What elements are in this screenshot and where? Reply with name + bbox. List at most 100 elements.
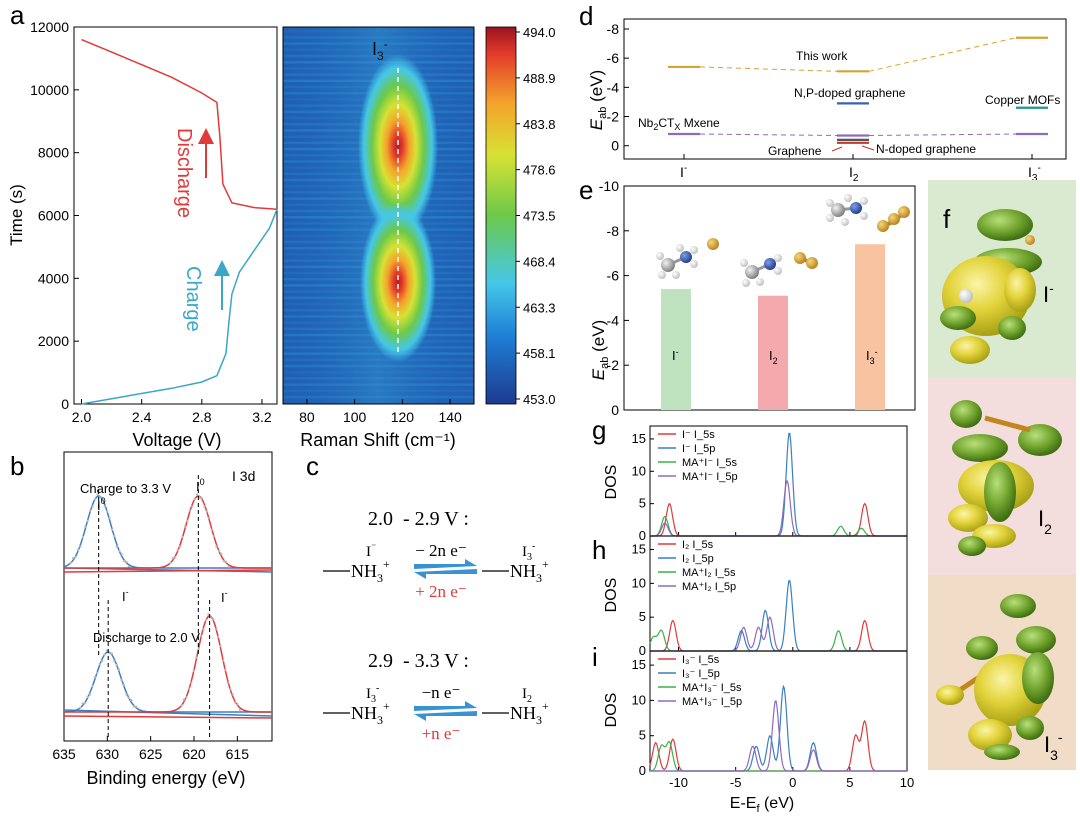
a-xtick-label: 3.2 bbox=[252, 409, 272, 425]
a-xtick-label: 2.0 bbox=[72, 409, 92, 425]
panel-h-plot: 0 5 10 15 I₂ I_5s I₂ I_5p MA⁺I₂ I_5s MA⁺I₂ I_5p bbox=[632, 535, 908, 658]
b-noise bbox=[233, 701, 237, 704]
b-noise bbox=[113, 534, 116, 538]
b-noise bbox=[98, 496, 102, 499]
b-noise bbox=[212, 534, 216, 538]
e-bar-2 bbox=[855, 244, 885, 410]
d-label-this-work: This work bbox=[796, 49, 848, 63]
dos-xtick-label: -5 bbox=[730, 775, 742, 790]
b-noise bbox=[208, 516, 211, 520]
r2-backward-arrow bbox=[414, 711, 477, 721]
b-noise bbox=[84, 525, 87, 528]
r2-right-anion: I2 bbox=[522, 686, 532, 705]
panel-d-ylabel: Eab (eV) bbox=[587, 70, 609, 130]
molecule-ma-i3 bbox=[826, 194, 910, 232]
b-noise bbox=[98, 662, 101, 666]
panel-label-g: g bbox=[592, 415, 606, 445]
b-noise bbox=[120, 553, 123, 556]
b-noise bbox=[125, 693, 128, 696]
b-noise bbox=[110, 528, 114, 531]
heat-streak bbox=[283, 383, 474, 386]
panel-b-frame bbox=[63, 451, 273, 742]
b-noise bbox=[93, 676, 97, 679]
b-noise bbox=[134, 705, 138, 708]
heatmap-axes: 80 100 120 140 bbox=[299, 399, 462, 425]
a-ytick-label: 6000 bbox=[38, 208, 69, 224]
heat-streak bbox=[283, 371, 474, 374]
colorbar-ticks: 494.0 488.9 483.8 478.6 473.5 468.4 463.3 458.1… bbox=[516, 25, 556, 407]
b-noise bbox=[76, 548, 80, 552]
r1-top-electrons: − 2n e⁻ bbox=[415, 541, 467, 560]
a-series-1 bbox=[81, 38, 278, 210]
d-connector-3 bbox=[699, 133, 838, 136]
panel-e-bars: I- I2 I3- bbox=[661, 244, 885, 410]
b-noise bbox=[202, 628, 205, 631]
orbital-iminus bbox=[940, 209, 1042, 364]
molecule-ma-i2 bbox=[740, 252, 818, 287]
cb-tick-label: 458.1 bbox=[523, 346, 556, 361]
panel-f: f I- I2 bbox=[928, 180, 1076, 770]
peak-label-iminus-right: I- bbox=[221, 588, 228, 605]
b-peak-0 bbox=[63, 495, 272, 569]
panel-i-xlabel: E-Ef (eV) bbox=[730, 795, 794, 815]
r1-right-anion: I3- bbox=[522, 541, 535, 563]
b-baseline-bot-blue bbox=[63, 709, 273, 717]
dos-ytick-label: 10 bbox=[632, 575, 646, 590]
annotation-charge-to: Charge to 3.3 V bbox=[80, 481, 171, 496]
dos-xtick-label: 10 bbox=[900, 775, 914, 790]
b-noise bbox=[210, 528, 213, 531]
b-noise bbox=[122, 684, 126, 687]
dos-xtick-label: 0 bbox=[789, 775, 796, 790]
b-noise bbox=[205, 510, 208, 513]
dos-ytick-label: 0 bbox=[639, 528, 646, 543]
panel-e-ylabel: Eab (eV) bbox=[589, 320, 611, 380]
dos-legend-label: I₂ I_5p bbox=[682, 553, 714, 565]
a-xtick-label: 2.4 bbox=[132, 409, 152, 425]
cb-tick-label: 494.0 bbox=[523, 25, 556, 40]
b-noise bbox=[220, 553, 223, 556]
b-noise bbox=[117, 668, 121, 672]
range-2-label: 2.9 - 3.3 V : bbox=[368, 650, 469, 672]
d-xtick-label: I- bbox=[680, 163, 687, 180]
a-ytick-label: 2000 bbox=[38, 333, 69, 349]
dos-legend-label: I⁻ I_5p bbox=[682, 443, 715, 455]
b-noise bbox=[115, 545, 119, 548]
panel-a-left-axes: 2.0 2.4 2.8 3.2 0 2000 4000 6000 8000 10000 12000 bbox=[30, 19, 272, 425]
b-noise bbox=[101, 497, 104, 500]
d-connector-3 bbox=[868, 133, 1017, 136]
d-label-np-graphene: N,P-doped graphene bbox=[794, 86, 906, 100]
r1-backward-arrow bbox=[414, 569, 477, 579]
dos-series-0 bbox=[650, 502, 907, 537]
b-noise bbox=[197, 647, 200, 651]
b-noise bbox=[100, 659, 104, 663]
b-noise bbox=[238, 708, 242, 711]
panel-e: e -10 -8 -6 -4 -2 0 I- I2 I3- Eab (eV) bbox=[579, 175, 916, 418]
a-ytick-label: 0 bbox=[61, 396, 69, 412]
d-connector-0 bbox=[699, 66, 838, 72]
b-noise bbox=[91, 505, 94, 508]
heat-streak bbox=[283, 389, 474, 393]
dos-series-0 bbox=[650, 619, 907, 652]
r2-forward-arrow bbox=[414, 701, 477, 711]
heat-xtick-label: 140 bbox=[438, 409, 462, 425]
b-noise bbox=[118, 549, 121, 553]
e-ytick-label: -4 bbox=[607, 312, 620, 328]
heat-streak bbox=[283, 395, 474, 399]
b-noise bbox=[79, 706, 82, 709]
heatmap-spot-upper bbox=[358, 54, 438, 238]
b-noise bbox=[229, 688, 232, 691]
b-noise bbox=[180, 704, 183, 707]
b-noise bbox=[96, 493, 99, 496]
b-peak-1 bbox=[64, 495, 272, 569]
d-label-copper-mofs: Copper MOFs bbox=[985, 93, 1060, 107]
panel-b-axes: 635 630 625 620 615 bbox=[52, 736, 249, 762]
a-ytick-label: 8000 bbox=[38, 145, 69, 161]
orbital-i3 bbox=[936, 594, 1056, 760]
b-noise bbox=[187, 687, 191, 690]
d-ytick-label: -6 bbox=[607, 50, 620, 66]
peak-label-i0-left: I0 bbox=[97, 496, 106, 513]
cb-tick-label: 463.3 bbox=[523, 300, 556, 315]
dos-legend-label: I⁻ I_5s bbox=[682, 429, 715, 441]
b-noise bbox=[79, 545, 82, 548]
